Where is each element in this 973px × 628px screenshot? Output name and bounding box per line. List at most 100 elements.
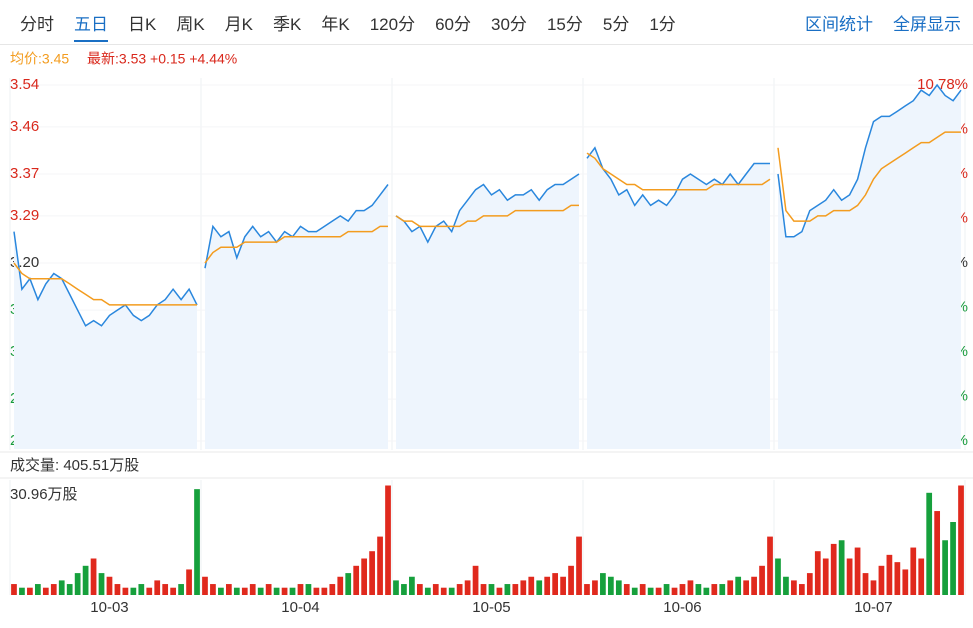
period-tab[interactable]: 120分 xyxy=(369,15,416,34)
volume-bar xyxy=(202,576,208,595)
volume-bar xyxy=(472,565,479,595)
price-area xyxy=(396,174,579,449)
volume-bar xyxy=(743,580,750,595)
volume-bar xyxy=(902,569,909,595)
volume-bar xyxy=(170,587,177,595)
volume-bar xyxy=(122,587,129,595)
volume-bar xyxy=(218,587,224,595)
volume-bar xyxy=(544,576,551,595)
volume-bar xyxy=(138,584,145,595)
volume-bar xyxy=(679,584,686,595)
y-tick-label: 3.37 xyxy=(10,165,39,182)
price-line xyxy=(13,231,198,327)
period-tab[interactable]: 日K xyxy=(128,15,157,34)
volume-bar xyxy=(361,558,368,595)
volume-bar xyxy=(719,584,726,595)
period-tab[interactable]: 五日 xyxy=(74,2,108,42)
avg-line xyxy=(586,152,771,191)
volume-bar xyxy=(432,584,439,595)
volume-bar xyxy=(536,580,543,595)
volume-bar xyxy=(297,584,304,595)
volume-bar xyxy=(393,580,399,595)
volume-bar xyxy=(146,587,153,595)
volume-bar xyxy=(687,580,694,595)
volume-bar xyxy=(130,587,137,595)
x-tick-label: 10-07 xyxy=(854,599,892,616)
volume-bar xyxy=(488,584,495,595)
period-tab[interactable]: 5分 xyxy=(602,15,630,34)
volume-bar xyxy=(42,587,49,595)
volume-bar xyxy=(281,587,288,595)
volume-tick-label: 30.96万股 xyxy=(10,486,78,503)
period-tab[interactable]: 30分 xyxy=(491,15,527,34)
price-line xyxy=(777,83,962,238)
volume-bar xyxy=(615,580,622,595)
x-tick-label: 10-03 xyxy=(90,599,128,616)
volume-bar xyxy=(878,565,885,595)
volume-bar xyxy=(576,536,582,595)
period-tab[interactable]: 季K xyxy=(273,15,302,34)
volume-bar xyxy=(735,576,742,595)
price-line xyxy=(395,173,580,244)
volume-bar xyxy=(655,587,662,595)
volume-bar xyxy=(114,584,121,595)
period-tab[interactable]: 60分 xyxy=(435,15,472,34)
period-tab[interactable]: 周K xyxy=(176,15,205,34)
volume-bar xyxy=(950,522,956,595)
volume-bar xyxy=(639,584,646,595)
avg-line xyxy=(13,262,197,306)
period-tab[interactable]: 年K xyxy=(321,15,350,34)
volume-bar xyxy=(249,584,256,595)
volume-bar xyxy=(783,576,789,595)
volume-bar xyxy=(663,584,670,595)
volume-bar xyxy=(798,584,805,595)
period-tab[interactable]: 15分 xyxy=(546,15,583,34)
volume-bar xyxy=(934,511,941,595)
volume-bar xyxy=(886,554,893,595)
avg-line xyxy=(395,204,579,228)
y-tick-label: 3.29 xyxy=(10,207,39,224)
volume-bar xyxy=(74,573,81,595)
volume-bar xyxy=(154,580,161,595)
volume-bar xyxy=(552,573,559,595)
volume-bar xyxy=(759,565,765,595)
volume-bar xyxy=(337,576,344,595)
volume-bar xyxy=(751,576,757,595)
volume-bar xyxy=(631,587,638,595)
period-tabs: 分时 五日 日K 周K 月K 季K 年K 120分 60分 30分 15分 5分 1分 xyxy=(20,2,676,42)
price-area xyxy=(587,147,770,450)
price-line xyxy=(586,146,770,207)
volume-bar xyxy=(98,573,105,595)
volume-bar xyxy=(265,584,272,595)
volume-bar xyxy=(894,562,901,595)
volume-bar xyxy=(496,587,503,595)
volume-bar xyxy=(186,569,192,595)
volume-bar xyxy=(647,587,654,595)
volume-bar xyxy=(90,558,97,595)
volume-bar xyxy=(512,584,519,595)
volume-bar xyxy=(910,547,917,595)
volume-bar xyxy=(480,584,487,595)
period-tab[interactable]: 月K xyxy=(224,15,254,34)
tool-button[interactable]: 全屏显示 xyxy=(893,14,961,34)
period-tab[interactable]: 分时 xyxy=(20,15,54,34)
x-tick-label: 10-06 xyxy=(663,599,701,616)
volume-bar xyxy=(600,573,606,595)
volume-bar xyxy=(592,580,598,595)
volume-bar xyxy=(329,584,336,595)
tool-button[interactable]: 区间统计 xyxy=(805,14,873,34)
volume-bar xyxy=(775,558,781,595)
x-tick-label: 10-04 xyxy=(281,599,319,616)
y2-tick-label: 10.78% xyxy=(917,76,968,93)
volume-bar xyxy=(305,584,312,595)
volume-bar xyxy=(918,558,925,595)
volume-bar xyxy=(727,580,734,595)
volume-bar xyxy=(34,584,41,595)
volume-bar xyxy=(791,580,797,595)
volume-bar xyxy=(313,587,320,595)
volume-bar xyxy=(568,565,574,595)
period-tab[interactable]: 1分 xyxy=(649,15,676,34)
volume-bar xyxy=(82,565,89,595)
volume-bar xyxy=(958,485,964,595)
